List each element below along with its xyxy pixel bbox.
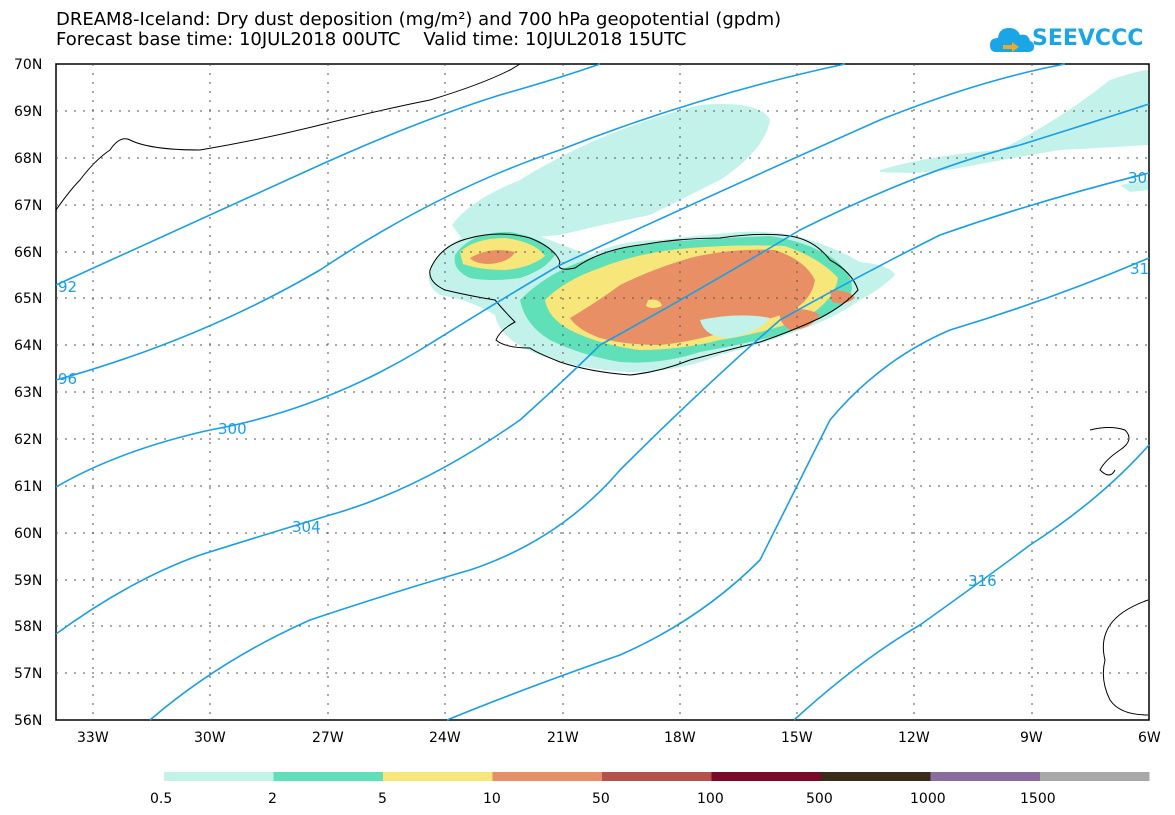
contour-label: 300 [218, 420, 247, 438]
colorbar-label: 50 [592, 791, 610, 807]
lat-label: 65N [14, 291, 42, 307]
lon-label: 9W [1020, 730, 1043, 746]
colorbar-label: 1000 [910, 791, 946, 807]
lat-label: 58N [14, 619, 42, 635]
chart-title-line-1: DREAM8-Iceland: Dry dust deposition (mg/… [56, 9, 782, 30]
contour-label: 92 [58, 278, 77, 296]
colorbar-swatch [930, 772, 1040, 781]
dust-deposition-field [428, 70, 1148, 372]
lat-label: 63N [14, 385, 42, 401]
colorbar-label: 10 [483, 791, 501, 807]
colorbar-swatch [1040, 772, 1150, 781]
lat-label: 59N [14, 573, 42, 589]
lon-label: 18W [664, 730, 696, 746]
lat-label: 67N [14, 198, 42, 214]
colorbar-swatch [273, 772, 383, 781]
lat-label: 62N [14, 432, 42, 448]
contour-label: 316 [968, 572, 997, 590]
geopotential-contours [55, 63, 1150, 721]
contour-label: 30 [1128, 169, 1147, 187]
lon-label: 15W [781, 730, 813, 746]
lat-label: 61N [14, 479, 42, 495]
colorbar-swatch [711, 772, 821, 781]
lat-label: 70N [14, 57, 42, 73]
colorbar-label: 0.5 [150, 791, 172, 807]
lat-label: 66N [14, 245, 42, 261]
contour-label: 304 [292, 518, 321, 536]
cloud-logo-icon [990, 28, 1034, 52]
logo-text: SEEVCCC [1032, 26, 1144, 51]
contour-label: 96 [58, 370, 77, 388]
lat-label: 64N [14, 338, 42, 354]
lat-label: 56N [14, 713, 42, 729]
colorbar-swatch [164, 772, 274, 781]
colorbar-swatch [492, 772, 602, 781]
lon-label: 12W [898, 730, 930, 746]
lon-label: 33W [77, 730, 109, 746]
colorbar: 0.5 2 5 10 50 100 500 1000 1500 [150, 772, 1150, 807]
lat-label: 60N [14, 526, 42, 542]
colorbar-label: 1500 [1020, 791, 1056, 807]
contour-label: 31 [1130, 260, 1149, 278]
lon-label: 30W [194, 730, 226, 746]
lat-label: 57N [14, 666, 42, 682]
lon-label: 6W [1138, 730, 1161, 746]
chart-title-line-2: Forecast base time: 10JUL2018 00UTC Vali… [56, 29, 687, 50]
colorbar-swatch [602, 772, 712, 781]
colorbar-label: 2 [268, 791, 277, 807]
graticule [56, 64, 1149, 720]
lon-label: 24W [429, 730, 461, 746]
lon-label: 21W [547, 730, 579, 746]
colorbar-swatch [383, 772, 493, 781]
colorbar-label: 100 [697, 791, 724, 807]
lon-label: 27W [312, 730, 344, 746]
colorbar-label: 500 [806, 791, 833, 807]
colorbar-label: 5 [378, 791, 387, 807]
lat-label: 68N [14, 151, 42, 167]
coastlines [55, 63, 1149, 716]
colorbar-swatch [821, 772, 931, 781]
lat-label: 69N [14, 104, 42, 120]
